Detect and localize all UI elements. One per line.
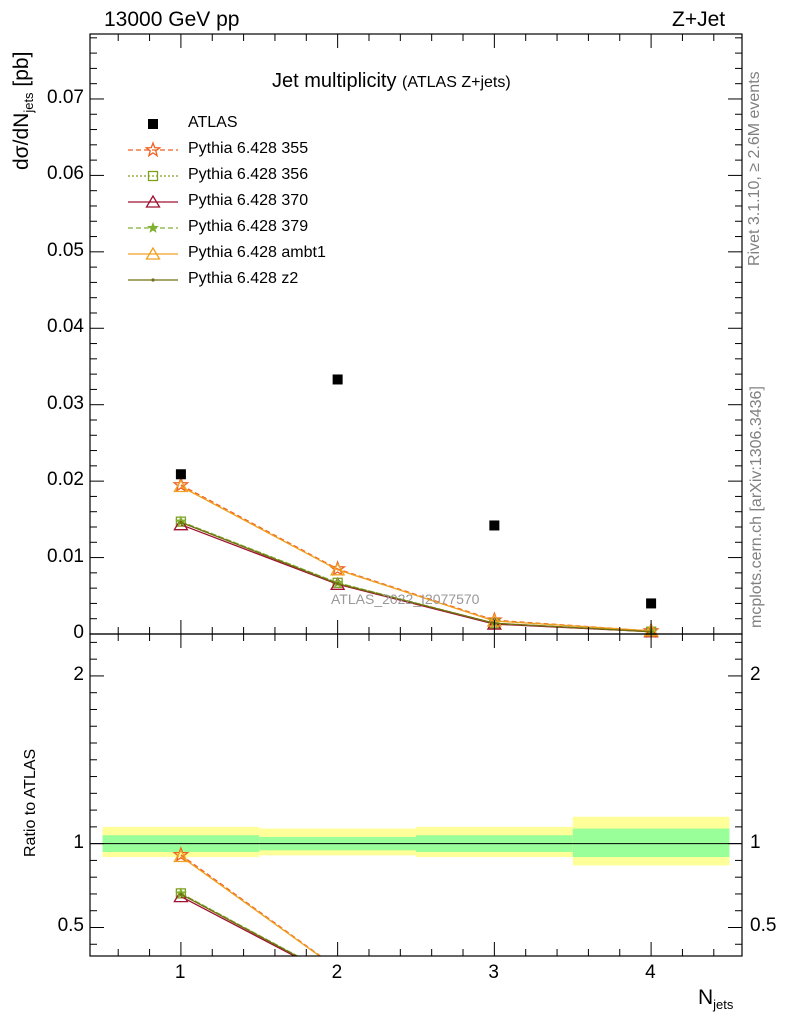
ratio-y-tick-label-right: 0.5: [750, 915, 777, 937]
plot-title: Jet multiplicity (ATLAS Z+jets): [272, 70, 511, 93]
legend-marker-py355: [144, 141, 162, 158]
plot-title-sub: (ATLAS Z+jets): [402, 74, 511, 91]
series-line-py356: [180, 520, 652, 633]
legend-marker-py379: [147, 221, 159, 233]
ratio-line-ambt1: [180, 855, 321, 956]
ratio-point-ambt1: [173, 849, 189, 863]
legend-marker-py356: [147, 170, 159, 182]
data-point-atlas: [489, 520, 500, 531]
legend-label-py370: Pythia 6.428 370: [188, 192, 309, 209]
ratio-point-py355: [172, 846, 190, 862]
ratio-band-inner: [572, 828, 730, 858]
main-y-tick-label: 0.04: [47, 316, 84, 338]
y-axis-label-ratio: Ratio to ATLAS: [22, 748, 39, 857]
ratio-y-tick-label: 0.5: [57, 915, 84, 937]
ratio-y-tick-label-right: 2: [750, 663, 761, 685]
data-point-atlas: [175, 469, 186, 480]
x-tick-label: 1: [174, 962, 186, 983]
ratio-y-tick-label-right: 1: [750, 831, 761, 853]
main-y-tick-label: 0.02: [47, 469, 84, 491]
x-tick-label: 2: [331, 962, 343, 983]
ratio-line-py370: [180, 896, 296, 956]
data-point-atlas: [332, 374, 343, 385]
series-line-z2: [180, 521, 652, 633]
series-line-py355: [180, 484, 652, 632]
x-tick-label: 4: [645, 962, 656, 983]
main-y-tick-label: 0.03: [47, 392, 84, 414]
legend-label-atlas: ATLAS: [188, 114, 238, 131]
analysis-ref: ATLAS_2022_I2077570: [331, 591, 480, 607]
ratio-point-z2: [179, 892, 183, 896]
point-ambt1: [329, 562, 346, 576]
energy-label: 13000 GeV pp: [104, 8, 240, 31]
ratio-line-z2: [180, 893, 298, 956]
y-label-suffix: [pb]: [10, 51, 33, 93]
legend-label-py379: Pythia 6.428 379: [188, 218, 309, 235]
point-ambt1: [173, 479, 189, 493]
x-label-prefix: N: [698, 986, 714, 1009]
point-z2: [179, 520, 183, 525]
series-line-ambt1: [180, 485, 652, 632]
y-label-sub: jets: [21, 92, 37, 113]
legend-marker-ambt1: [145, 246, 161, 260]
legend-label-py355: Pythia 6.428 355: [188, 140, 309, 157]
legend-label-z2: Pythia 6.428 z2: [188, 270, 299, 287]
rivet-label: Rivet 3.1.10, ≥ 2.6M events: [746, 71, 763, 266]
ratio-y-tick-label: 2: [73, 663, 84, 685]
x-axis-label: Njets: [698, 986, 733, 1012]
data-point-atlas: [646, 598, 657, 609]
main-y-tick-label: 0.05: [47, 239, 84, 261]
x-label-sub: jets: [713, 997, 734, 1013]
series-line-py370: [180, 524, 652, 633]
y-label-prefix: dσ/dN: [10, 112, 33, 170]
series-line-py379: [180, 520, 652, 633]
x-tick-label: 3: [488, 962, 499, 983]
mcplots-label: mcplots.cern.ch [arXiv:1306.3436]: [748, 386, 765, 628]
legend-marker-z2: [151, 278, 155, 282]
main-y-tick-label: 0.06: [47, 163, 84, 185]
ratio-line-py356: [180, 892, 299, 956]
plot-title-main: Jet multiplicity: [272, 70, 397, 92]
legend-label-ambt1: Pythia 6.428 ambt1: [188, 244, 326, 261]
ratio-plot-frame: [89, 633, 743, 957]
main-y-tick-label: 0: [73, 622, 84, 643]
point-z2: [336, 581, 340, 586]
main-y-tick-label: 0.01: [47, 545, 84, 567]
point-py355: [172, 476, 190, 493]
legend-label-py356: Pythia 6.428 356: [188, 166, 309, 183]
ratio-line-py355: [180, 854, 322, 956]
main-y-tick-label: 0.07: [47, 86, 84, 108]
y-axis-label-main: dσ/dNjets [pb]: [10, 52, 36, 170]
process-label: Z+Jet: [672, 8, 726, 31]
ratio-line-py379: [180, 892, 299, 956]
ratio-y-tick-label: 1: [73, 831, 84, 853]
legend-marker-py370: [145, 194, 161, 208]
legend-marker-data: [148, 119, 158, 129]
